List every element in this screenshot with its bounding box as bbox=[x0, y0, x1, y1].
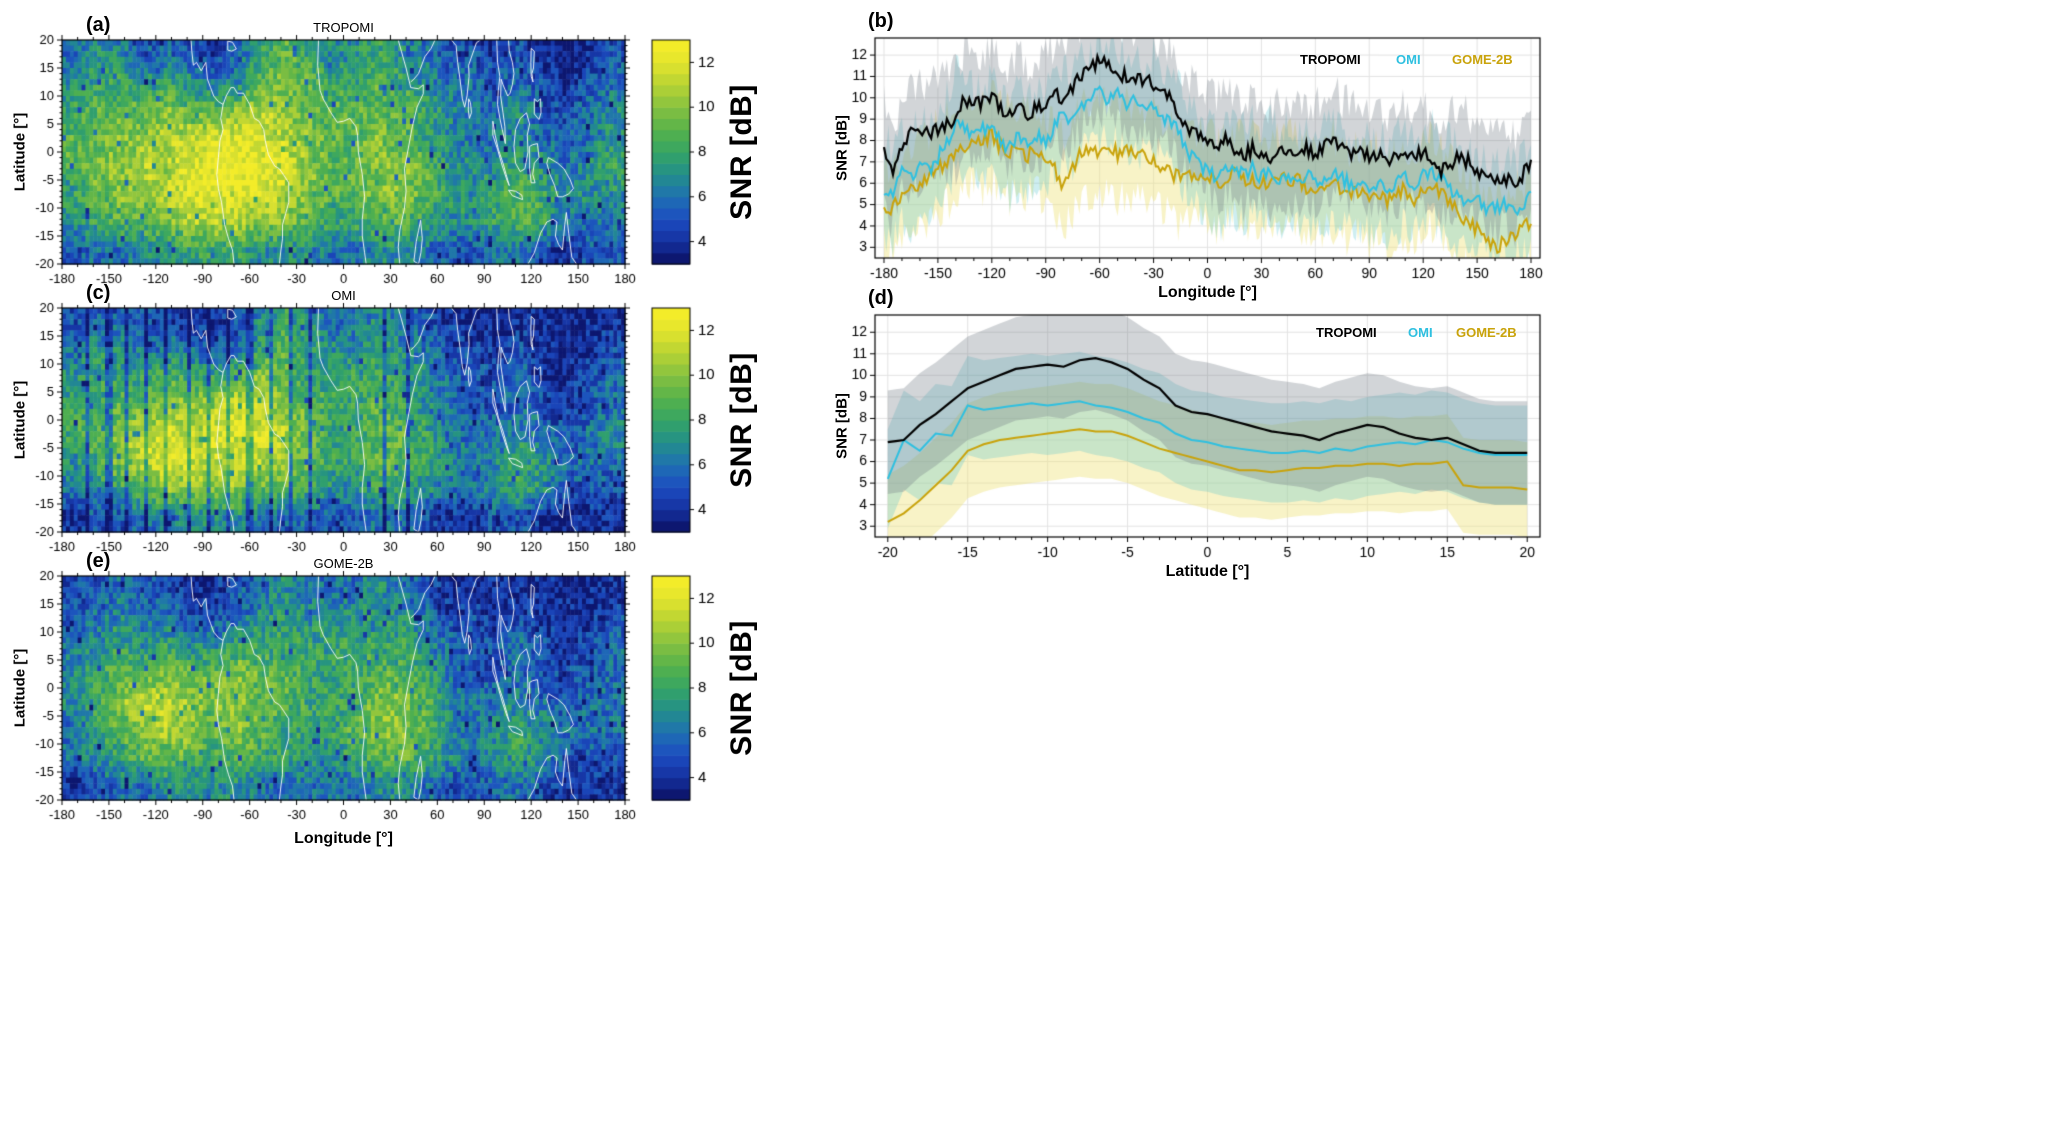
gome2b-heatmap-canvas bbox=[0, 550, 790, 850]
panel-letter-a: (a) bbox=[86, 14, 111, 36]
panel-letter-d: (d) bbox=[868, 287, 894, 309]
omi-map-title: OMI bbox=[331, 288, 356, 303]
gome2b-map-title: GOME-2B bbox=[313, 556, 374, 571]
panel-letter-e: (e) bbox=[86, 550, 111, 572]
tropomi-heatmap-canvas bbox=[0, 14, 790, 314]
latitude-axis-label-a: Latitude [°] bbox=[11, 112, 29, 192]
panel-letter-c: (c) bbox=[86, 282, 111, 304]
omi-heatmap-canvas bbox=[0, 282, 790, 582]
legend-gome2b-b: GOME-2B bbox=[1452, 52, 1513, 67]
panel-b-snr-vs-longitude: (b) SNR [dB] Longitude [°] TROPOMI OMI G… bbox=[830, 8, 1590, 318]
legend-omi-d: OMI bbox=[1408, 325, 1433, 340]
latitude-axis-label-d: Latitude [°] bbox=[1165, 563, 1250, 580]
latitude-axis-label-c: Latitude [°] bbox=[11, 380, 29, 460]
colorbar-label-a: SNR [dB] bbox=[725, 84, 758, 220]
legend-gome2b-d: GOME-2B bbox=[1456, 325, 1517, 340]
longitude-axis-label-maps: Longitude [°] bbox=[294, 830, 393, 847]
colorbar-label-c: SNR [dB] bbox=[725, 352, 758, 488]
snr-axis-label-d: SNR [dB] bbox=[833, 393, 851, 459]
snr-latitude-chart-canvas bbox=[830, 285, 1590, 597]
panel-letter-b: (b) bbox=[868, 10, 894, 32]
colorbar-label-e: SNR [dB] bbox=[725, 620, 758, 756]
panel-d-snr-vs-latitude: (d) SNR [dB] Latitude [°] TROPOMI OMI GO… bbox=[830, 285, 1590, 605]
legend-tropomi-d: TROPOMI bbox=[1316, 325, 1377, 340]
panel-c-map-omi: (c) OMI Latitude [°] SNR [dB] bbox=[0, 282, 790, 582]
tropomi-map-title: TROPOMI bbox=[313, 20, 374, 35]
snr-axis-label-b: SNR [dB] bbox=[833, 115, 851, 181]
legend-tropomi-b: TROPOMI bbox=[1300, 52, 1361, 67]
latitude-axis-label-e: Latitude [°] bbox=[11, 648, 29, 728]
panel-e-map-gome2b: (e) GOME-2B Latitude [°] Longitude [°] S… bbox=[0, 550, 790, 870]
snr-longitude-chart-canvas bbox=[830, 8, 1590, 318]
panel-a-map-tropomi: (a) TROPOMI Latitude [°] SNR [dB] bbox=[0, 14, 790, 314]
legend-omi-b: OMI bbox=[1396, 52, 1421, 67]
